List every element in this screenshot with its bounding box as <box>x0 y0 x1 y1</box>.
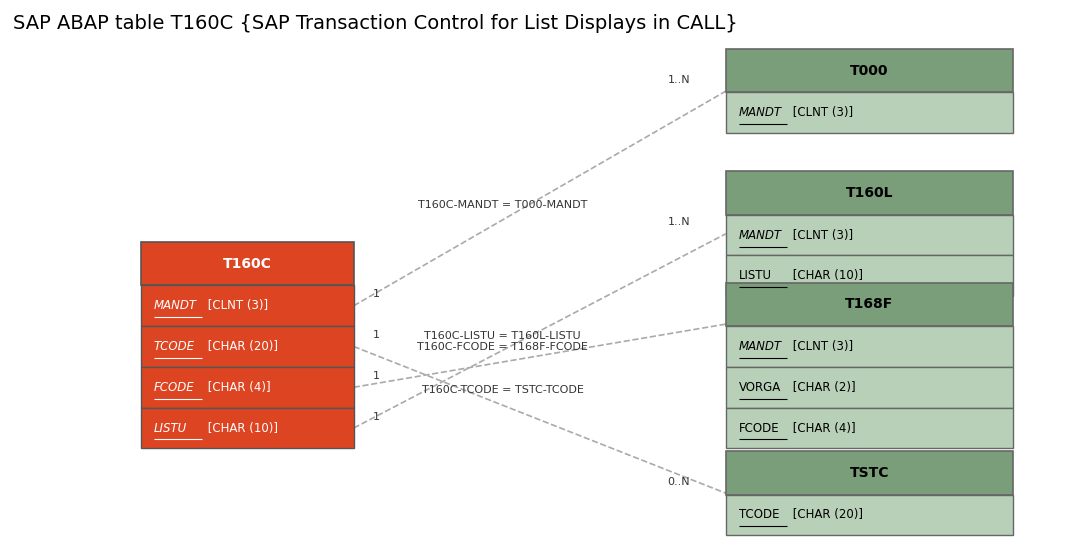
FancyBboxPatch shape <box>726 92 1013 133</box>
Text: T160C-TCODE = TSTC-TCODE: T160C-TCODE = TSTC-TCODE <box>421 385 584 395</box>
Text: SAP ABAP table T160C {SAP Transaction Control for List Displays in CALL}: SAP ABAP table T160C {SAP Transaction Co… <box>14 14 739 32</box>
Text: [CHAR (10)]: [CHAR (10)] <box>789 270 863 282</box>
Text: [CLNT (3)]: [CLNT (3)] <box>789 228 853 242</box>
FancyBboxPatch shape <box>726 215 1013 255</box>
FancyBboxPatch shape <box>141 367 354 408</box>
Text: TSTC: TSTC <box>850 466 889 480</box>
FancyBboxPatch shape <box>141 326 354 367</box>
Text: FCODE: FCODE <box>154 381 195 394</box>
Text: [CLNT (3)]: [CLNT (3)] <box>789 107 853 119</box>
Text: [CLNT (3)]: [CLNT (3)] <box>204 299 268 312</box>
FancyBboxPatch shape <box>726 283 1013 326</box>
Text: 1: 1 <box>373 330 379 340</box>
Text: 0..N: 0..N <box>667 477 691 487</box>
Text: [CHAR (20)]: [CHAR (20)] <box>789 508 863 522</box>
Text: 1: 1 <box>373 412 379 422</box>
Text: FCODE: FCODE <box>739 422 779 434</box>
FancyBboxPatch shape <box>141 285 354 326</box>
Text: MANDT: MANDT <box>154 299 197 312</box>
FancyBboxPatch shape <box>726 49 1013 92</box>
FancyBboxPatch shape <box>726 495 1013 535</box>
Text: 1..N: 1..N <box>667 217 691 227</box>
FancyBboxPatch shape <box>726 255 1013 296</box>
Text: 1: 1 <box>373 289 379 299</box>
Text: MANDT: MANDT <box>739 107 781 119</box>
Text: [CHAR (10)]: [CHAR (10)] <box>204 422 278 434</box>
Text: TCODE: TCODE <box>739 508 779 522</box>
Text: [CHAR (4)]: [CHAR (4)] <box>204 381 270 394</box>
Text: T160C-LISTU = T160L-LISTU: T160C-LISTU = T160L-LISTU <box>424 330 580 340</box>
Text: MANDT: MANDT <box>739 340 781 353</box>
Text: MANDT: MANDT <box>739 228 781 242</box>
Text: LISTU: LISTU <box>739 270 772 282</box>
Text: T160C: T160C <box>223 256 272 271</box>
FancyBboxPatch shape <box>726 326 1013 367</box>
Text: LISTU: LISTU <box>154 422 187 434</box>
Text: 1: 1 <box>373 371 379 381</box>
Text: TCODE: TCODE <box>154 340 195 353</box>
Text: T168F: T168F <box>846 298 894 311</box>
Text: T160C-MANDT = T000-MANDT: T160C-MANDT = T000-MANDT <box>418 200 587 210</box>
FancyBboxPatch shape <box>726 367 1013 408</box>
Text: [CHAR (4)]: [CHAR (4)] <box>789 422 855 434</box>
Text: T160C-FCODE = T168F-FCODE: T160C-FCODE = T168F-FCODE <box>417 342 588 352</box>
FancyBboxPatch shape <box>726 171 1013 215</box>
FancyBboxPatch shape <box>726 451 1013 495</box>
FancyBboxPatch shape <box>141 242 354 285</box>
Text: VORGA: VORGA <box>739 381 781 394</box>
Text: [CHAR (2)]: [CHAR (2)] <box>789 381 855 394</box>
Text: 1..N: 1..N <box>667 75 691 85</box>
FancyBboxPatch shape <box>726 408 1013 449</box>
FancyBboxPatch shape <box>141 408 354 449</box>
Text: T000: T000 <box>850 64 888 78</box>
Text: [CLNT (3)]: [CLNT (3)] <box>789 340 853 353</box>
Text: T160L: T160L <box>846 186 894 200</box>
Text: [CHAR (20)]: [CHAR (20)] <box>204 340 278 353</box>
